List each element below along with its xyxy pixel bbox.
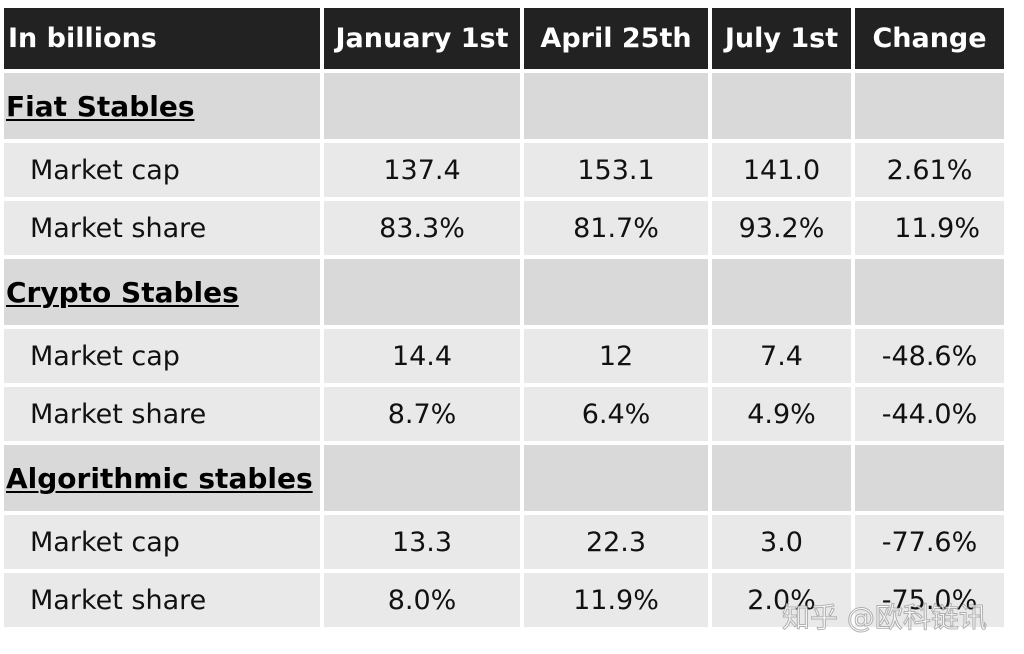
- value-january: 14.4: [324, 329, 520, 383]
- value-january: 83.3%: [324, 201, 520, 255]
- header-in-billions: In billions: [4, 8, 320, 69]
- section-label: Algorithmic stables: [4, 445, 320, 511]
- table-row: Market share 8.0% 11.9% 2.0% -75.0%: [4, 573, 1004, 627]
- header-april-25th: April 25th: [524, 8, 708, 69]
- table-row: Market share 8.7% 6.4% 4.9% -44.0%: [4, 387, 1004, 441]
- value-july: 3.0: [712, 515, 851, 569]
- section-empty-cell: [524, 259, 708, 325]
- value-july: 2.0%: [712, 573, 851, 627]
- header-change: Change: [855, 8, 1004, 69]
- value-change: 11.9%: [855, 201, 1004, 255]
- value-january: 8.7%: [324, 387, 520, 441]
- stablecoin-table-container: In billions January 1st April 25th July …: [4, 8, 1016, 648]
- section-empty-cell: [855, 73, 1004, 139]
- table-row: Market cap 13.3 22.3 3.0 -77.6%: [4, 515, 1004, 569]
- section-name-fiat-stables: Fiat Stables: [6, 89, 195, 123]
- table-row: Market share 83.3% 81.7% 93.2% 11.9%: [4, 201, 1004, 255]
- table-row: Market cap 137.4 153.1 141.0 2.61%: [4, 143, 1004, 197]
- section-empty-cell: [324, 445, 520, 511]
- table-row: Market cap 14.4 12 7.4 -48.6%: [4, 329, 1004, 383]
- section-empty-cell: [324, 73, 520, 139]
- section-empty-cell: [855, 445, 1004, 511]
- section-name-algorithmic-stables: Algorithmic stables: [6, 461, 313, 495]
- value-april: 6.4%: [524, 387, 708, 441]
- row-label: Market share: [4, 573, 320, 627]
- value-april: 11.9%: [524, 573, 708, 627]
- value-july: 7.4: [712, 329, 851, 383]
- value-january: 13.3: [324, 515, 520, 569]
- value-change: -75.0%: [855, 573, 1004, 627]
- value-april: 12: [524, 329, 708, 383]
- value-july: 4.9%: [712, 387, 851, 441]
- section-row-algorithmic-stables: Algorithmic stables: [4, 445, 1004, 511]
- value-change: -48.6%: [855, 329, 1004, 383]
- section-empty-cell: [712, 73, 851, 139]
- section-empty-cell: [855, 259, 1004, 325]
- row-label: Market cap: [4, 143, 320, 197]
- section-empty-cell: [712, 259, 851, 325]
- header-january-1st: January 1st: [324, 8, 520, 69]
- value-change: -77.6%: [855, 515, 1004, 569]
- section-empty-cell: [324, 259, 520, 325]
- section-empty-cell: [712, 445, 851, 511]
- section-label: Fiat Stables: [4, 73, 320, 139]
- value-january: 8.0%: [324, 573, 520, 627]
- value-january: 137.4: [324, 143, 520, 197]
- row-label: Market share: [4, 201, 320, 255]
- value-change: 2.61%: [855, 143, 1004, 197]
- value-april: 81.7%: [524, 201, 708, 255]
- section-name-crypto-stables: Crypto Stables: [6, 275, 239, 309]
- stablecoin-market-table: In billions January 1st April 25th July …: [0, 4, 1008, 631]
- row-label: Market share: [4, 387, 320, 441]
- value-change: -44.0%: [855, 387, 1004, 441]
- section-empty-cell: [524, 445, 708, 511]
- value-july: 93.2%: [712, 201, 851, 255]
- value-april: 153.1: [524, 143, 708, 197]
- row-label: Market cap: [4, 515, 320, 569]
- value-july: 141.0: [712, 143, 851, 197]
- section-row-crypto-stables: Crypto Stables: [4, 259, 1004, 325]
- header-july-1st: July 1st: [712, 8, 851, 69]
- row-label: Market cap: [4, 329, 320, 383]
- value-april: 22.3: [524, 515, 708, 569]
- header-row: In billions January 1st April 25th July …: [4, 8, 1004, 69]
- section-label: Crypto Stables: [4, 259, 320, 325]
- section-row-fiat-stables: Fiat Stables: [4, 73, 1004, 139]
- section-empty-cell: [524, 73, 708, 139]
